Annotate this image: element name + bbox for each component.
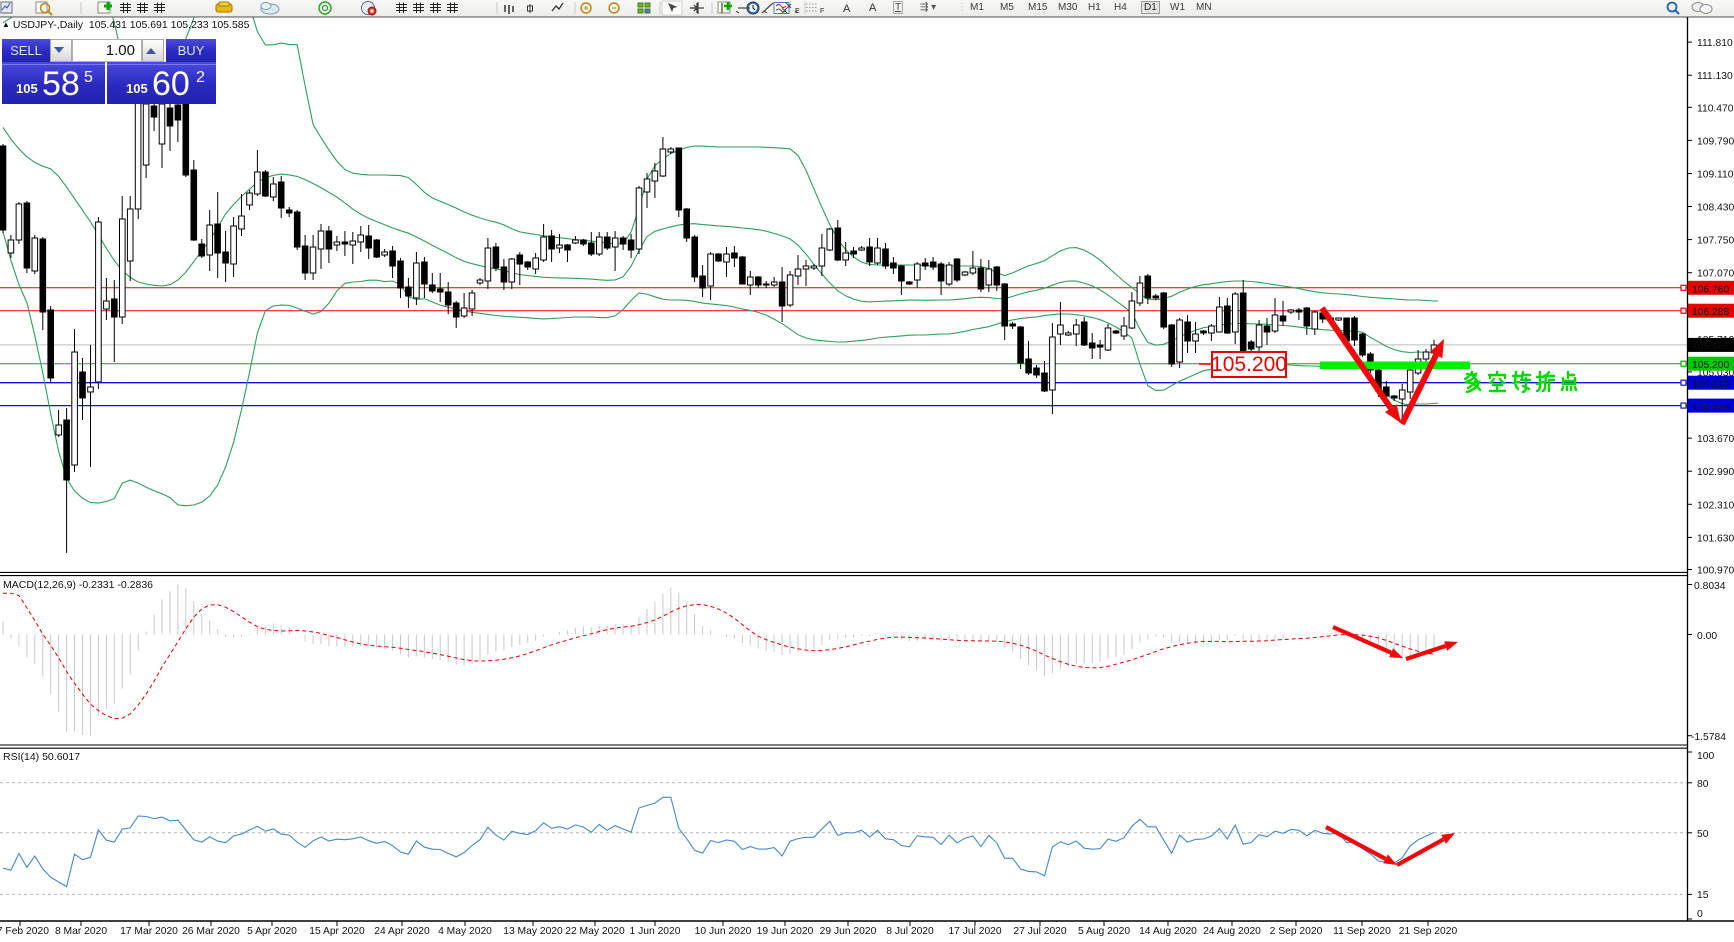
svg-text:A: A — [843, 3, 851, 15]
svg-text:110.470: 110.470 — [1697, 103, 1734, 114]
svg-text:29 Jun 2020: 29 Jun 2020 — [820, 926, 877, 937]
svg-text:17 Jul 2020: 17 Jul 2020 — [948, 926, 1002, 937]
svg-text:101.630: 101.630 — [1697, 533, 1734, 544]
svg-text:108.430: 108.430 — [1697, 203, 1734, 214]
svg-text:21 Sep 2020: 21 Sep 2020 — [1399, 926, 1458, 937]
svg-text:24 Aug 2020: 24 Aug 2020 — [1203, 926, 1261, 937]
svg-text:15 Apr 2020: 15 Apr 2020 — [309, 926, 365, 937]
svg-text:100.970: 100.970 — [1697, 566, 1734, 577]
svg-text:0.8034: 0.8034 — [1694, 581, 1726, 592]
svg-text:105.030: 105.030 — [1697, 368, 1734, 379]
svg-text:5 Apr 2020: 5 Apr 2020 — [247, 926, 297, 937]
svg-text:104.810: 104.810 — [1692, 379, 1729, 390]
svg-text:106.760: 106.760 — [1692, 284, 1729, 295]
svg-text:19 Jun 2020: 19 Jun 2020 — [757, 926, 814, 937]
svg-text:104.338: 104.338 — [1692, 402, 1729, 413]
svg-text:26 Mar 2020: 26 Mar 2020 — [182, 926, 240, 937]
svg-text:107.070: 107.070 — [1697, 269, 1734, 280]
svg-text:109.110: 109.110 — [1697, 170, 1734, 181]
svg-text:5 Aug 2020: 5 Aug 2020 — [1078, 926, 1130, 937]
svg-text:22 May 2020: 22 May 2020 — [565, 926, 625, 937]
svg-text:105.200: 105.200 — [1211, 353, 1287, 376]
svg-text:105.200: 105.200 — [1692, 360, 1729, 371]
svg-text:F: F — [820, 8, 824, 15]
svg-text:15: 15 — [1697, 890, 1709, 901]
svg-text:14 Aug 2020: 14 Aug 2020 — [1139, 926, 1197, 937]
svg-text:RSI(14) 50.6017: RSI(14) 50.6017 — [3, 751, 80, 763]
svg-text:0: 0 — [1697, 909, 1703, 920]
svg-text:102.310: 102.310 — [1697, 500, 1734, 511]
svg-text:27 Jul 2020: 27 Jul 2020 — [1013, 926, 1067, 937]
svg-text:8 Jul 2020: 8 Jul 2020 — [886, 926, 934, 937]
svg-text:1 Jun 2020: 1 Jun 2020 — [630, 926, 681, 937]
svg-text:11 Sep 2020: 11 Sep 2020 — [1333, 926, 1391, 937]
svg-text:-1.5784: -1.5784 — [1691, 732, 1726, 743]
svg-text:10 Jun 2020: 10 Jun 2020 — [695, 926, 752, 937]
svg-text:105.585: 105.585 — [1692, 341, 1729, 352]
svg-text:0.00: 0.00 — [1697, 631, 1717, 642]
svg-text:100: 100 — [1697, 751, 1714, 762]
svg-text:103.670: 103.670 — [1697, 434, 1734, 445]
svg-text:106.288: 106.288 — [1692, 307, 1729, 318]
svg-text:17 Mar 2020: 17 Mar 2020 — [120, 926, 178, 937]
svg-text:24 Apr 2020: 24 Apr 2020 — [374, 926, 430, 937]
svg-text:111.810: 111.810 — [1697, 38, 1733, 49]
svg-text:E: E — [795, 8, 800, 15]
svg-text:109.790: 109.790 — [1697, 136, 1734, 147]
svg-text:50: 50 — [1697, 829, 1709, 840]
svg-text:80: 80 — [1697, 779, 1709, 790]
svg-text:27 Feb 2020: 27 Feb 2020 — [0, 926, 49, 937]
svg-text:MACD(12,26,9) -0.2331 -0.2836: MACD(12,26,9) -0.2331 -0.2836 — [3, 579, 153, 591]
svg-text:13 May 2020: 13 May 2020 — [503, 926, 563, 937]
svg-text:111.130: 111.130 — [1697, 71, 1733, 82]
svg-text:4 May 2020: 4 May 2020 — [438, 926, 492, 937]
svg-text:8 Mar 2020: 8 Mar 2020 — [55, 926, 107, 937]
svg-text:107.750: 107.750 — [1697, 236, 1734, 247]
svg-text:102.990: 102.990 — [1697, 467, 1734, 478]
svg-text:2 Sep 2020: 2 Sep 2020 — [1270, 926, 1323, 937]
